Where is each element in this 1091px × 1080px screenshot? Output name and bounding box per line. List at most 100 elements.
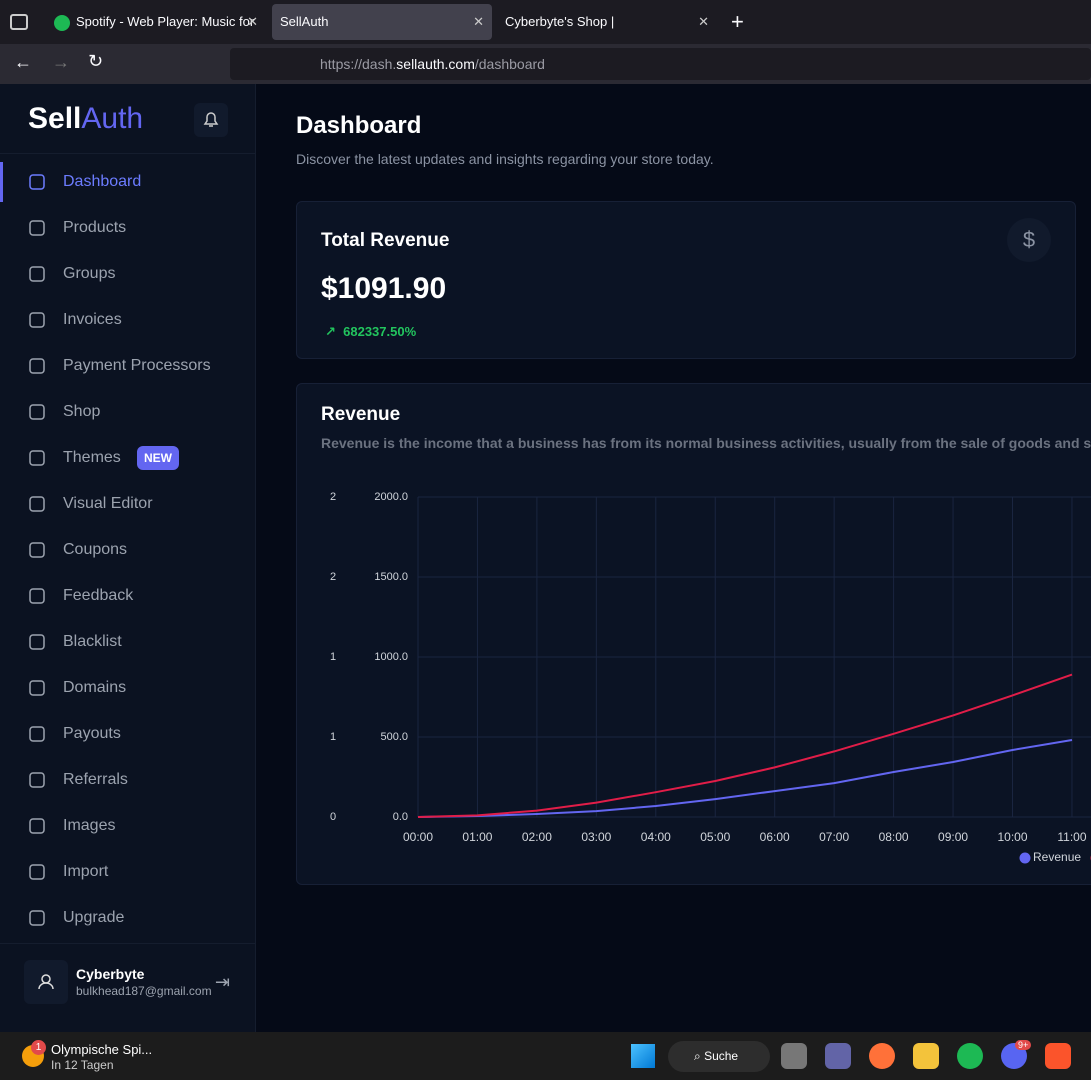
y-tick-label: 0.0 (393, 811, 408, 823)
change-value: 682337.50% (343, 324, 417, 339)
reload[interactable]: ↻ (88, 51, 104, 71)
nav-item[interactable]: Referrals (0, 760, 255, 800)
user-email: bulkhead187@gmail.com (76, 984, 212, 998)
tab[interactable]: Cyberbyte's Shop | ✕ (497, 4, 717, 40)
sidebar: SellAuth Dashboard Products Groups Invoices… (0, 84, 256, 1032)
nav-icon (29, 450, 45, 466)
teams-icon[interactable] (825, 1043, 851, 1069)
nav-item[interactable]: Images (0, 806, 255, 846)
search[interactable]: ⌕ Suche (668, 1041, 770, 1072)
legend-marker (1019, 852, 1031, 864)
tab[interactable]: Spotify - Web Player: Music for ✕ (46, 4, 266, 40)
nav-item[interactable]: Import (0, 852, 255, 892)
nav-item[interactable]: Blacklist (0, 622, 255, 662)
nav-icon (29, 266, 45, 282)
nav-icon (29, 174, 45, 190)
legend-label: Revenue (1033, 850, 1081, 864)
nav-label: Payment Processors (63, 357, 211, 374)
brave-icon[interactable] (1045, 1043, 1071, 1069)
y2-tick-label: 1 (330, 651, 336, 663)
firefox-icon[interactable] (869, 1043, 895, 1069)
nav-label: Import (63, 863, 109, 880)
nav-icon (29, 496, 45, 512)
nav-label: Shop (63, 403, 101, 420)
tab-active[interactable]: SellAuth ✕ (272, 4, 492, 40)
tab-list-icon[interactable] (10, 14, 28, 30)
tab-title: Cyberbyte's Shop | (505, 14, 615, 29)
url-scheme: https://dash. (320, 56, 397, 72)
x-tick-label: 11:00 (1057, 830, 1086, 844)
nav-label: Upgrade (63, 909, 125, 926)
x-tick-label: 10:00 (997, 830, 1027, 844)
tab-title: Spotify - Web Player: Music for (76, 14, 255, 29)
spotify-taskbar-icon[interactable] (957, 1043, 983, 1069)
nav-item[interactable]: Domains (0, 668, 255, 708)
start-button[interactable] (631, 1044, 655, 1068)
x-tick-label: 04:00 (641, 830, 671, 844)
back[interactable]: ← (14, 52, 32, 72)
x-tick-label: 01:00 (462, 830, 492, 844)
nav-icon (29, 772, 45, 788)
nav-item[interactable]: Invoices (0, 300, 255, 340)
url-domain: sellauth.com (396, 56, 475, 72)
nav-label: Blacklist (63, 633, 122, 650)
url-path: /dashboard (474, 56, 545, 72)
series-line (417, 673, 1073, 818)
x-tick-label: 05:00 (700, 830, 730, 844)
url-bar[interactable]: https://dash.sellauth.com/dashboard (230, 48, 1091, 80)
logout[interactable]: ⇥ (215, 972, 231, 992)
nav-icon (29, 312, 45, 328)
nav-icon (29, 220, 45, 236)
nav-item[interactable]: Payment Processors (0, 346, 255, 386)
y2-tick-label: 2 (330, 571, 336, 583)
notifications[interactable] (194, 103, 228, 137)
y-tick-label: 1500.0 (374, 571, 408, 583)
avatar[interactable] (24, 960, 68, 1004)
x-tick-label: 09:00 (938, 830, 968, 844)
nav-icon (29, 726, 45, 742)
x-tick-label: 06:00 (760, 830, 790, 844)
close-tab[interactable]: ✕ (473, 14, 484, 29)
new-tab[interactable]: + (731, 9, 744, 34)
nav-item[interactable]: Visual Editor (0, 484, 255, 524)
nav-label: Coupons (63, 541, 128, 558)
task-view[interactable] (781, 1043, 807, 1069)
forward[interactable]: → (52, 52, 70, 72)
nav-item[interactable]: Feedback (0, 576, 255, 616)
search-label: Suche (704, 1049, 739, 1063)
logo[interactable]: SellAuth (28, 102, 143, 136)
card-title: Total Revenue (321, 230, 450, 251)
nav-icon (29, 588, 45, 604)
nav-badge: NEW (137, 446, 179, 470)
close-tab[interactable]: ✕ (698, 14, 709, 29)
nav-item[interactable]: Groups (0, 254, 255, 294)
explorer-icon[interactable] (913, 1043, 939, 1069)
close-tab[interactable]: ✕ (247, 14, 258, 29)
chart-subtitle: Revenue is the income that a business ha… (321, 435, 1091, 451)
tab-title: SellAuth (280, 14, 329, 29)
y2-tick-label: 0 (330, 811, 336, 823)
y-tick-label: 500.0 (380, 731, 408, 743)
nav-label: Visual Editor (63, 495, 153, 512)
nav-label: Images (63, 817, 116, 834)
card-change: ↗ 682337.50% (325, 324, 417, 339)
x-tick-label: 03:00 (581, 830, 611, 844)
nav-label: Invoices (63, 311, 122, 328)
y-tick-label: 1000.0 (374, 651, 408, 663)
nav-label: Themes (63, 449, 121, 466)
nav-icon (29, 634, 45, 650)
nav-label: Feedback (63, 587, 134, 604)
x-tick-label: 07:00 (819, 830, 849, 844)
nav-item[interactable]: Upgrade (0, 898, 255, 938)
spotify-icon (54, 14, 70, 31)
nav-item[interactable]: Dashboard (0, 162, 255, 202)
nav-item[interactable]: Coupons (0, 530, 255, 570)
nav-item[interactable]: Themes NEW (0, 438, 255, 478)
nav-item[interactable]: Payouts (0, 714, 255, 754)
nav-label: Dashboard (63, 173, 142, 190)
nav-label: Payouts (63, 725, 121, 742)
nav-item[interactable]: Products (0, 208, 255, 248)
nav-item[interactable]: Shop (0, 392, 255, 432)
page-title: Dashboard (296, 112, 422, 139)
